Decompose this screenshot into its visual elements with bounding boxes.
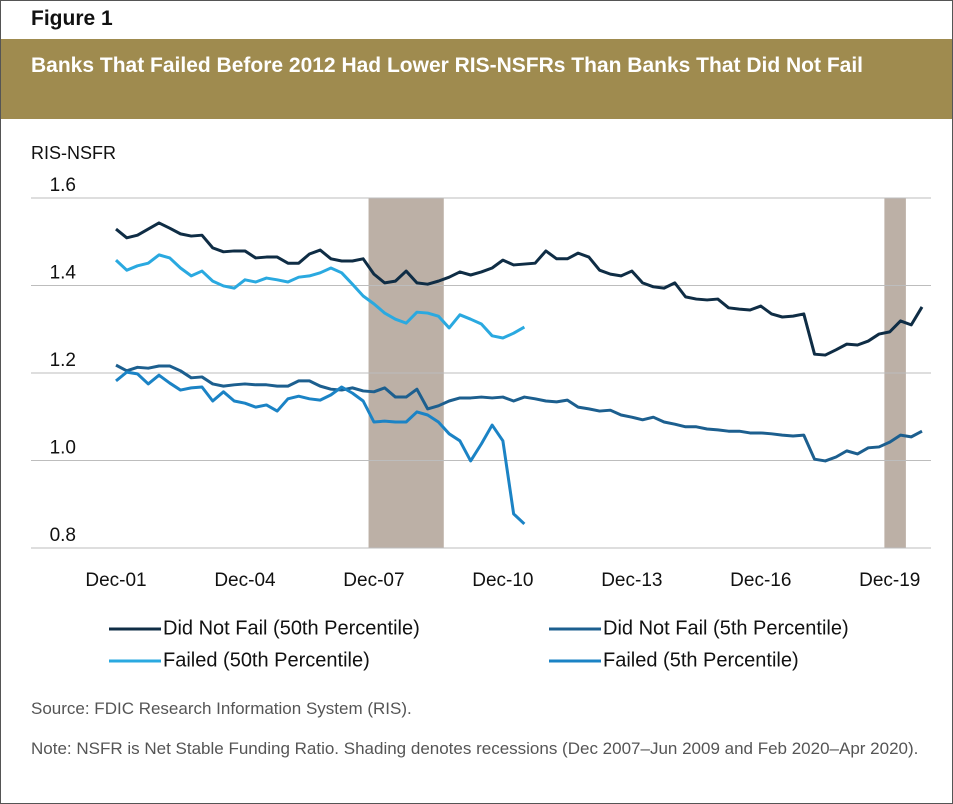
x-tick-label: Dec-19 xyxy=(859,570,920,591)
x-tick-label: Dec-04 xyxy=(214,570,276,591)
legend-label: Failed (5th Percentile) xyxy=(603,649,799,671)
legend-label: Did Not Fail (5th Percentile) xyxy=(603,617,849,639)
title-banner: Banks That Failed Before 2012 Had Lower … xyxy=(1,39,952,119)
series-line xyxy=(115,363,923,463)
chart-title: Banks That Failed Before 2012 Had Lower … xyxy=(31,54,863,77)
y-tick-label: 1.6 xyxy=(50,175,76,196)
series-line xyxy=(115,221,924,357)
series-line xyxy=(114,253,526,340)
x-tick-label: Dec-13 xyxy=(601,570,662,591)
y-tick-label: 0.8 xyxy=(50,525,76,546)
source: Source: FDIC Research Information System… xyxy=(31,699,412,718)
chart: RIS-NSFR 0.8 1.0 1.2 1.4 1.6 Dec-01 Dec-04 Dec-… xyxy=(31,143,931,671)
note: Note: NSFR is Net Stable Funding Ratio. … xyxy=(31,739,919,758)
x-tick-label: Dec-10 xyxy=(472,570,533,591)
x-tick-label: Dec-01 xyxy=(85,570,146,591)
x-tick-label: Dec-07 xyxy=(343,570,404,591)
figure-label: Figure 1 xyxy=(31,7,113,30)
x-tick-label: Dec-16 xyxy=(730,570,791,591)
legend-label: Failed (50th Percentile) xyxy=(163,649,370,671)
y-axis-label: RIS-NSFR xyxy=(31,143,116,163)
series-line xyxy=(115,370,526,526)
y-tick-label: 1.2 xyxy=(50,350,76,371)
y-tick-label: 1.0 xyxy=(50,438,76,459)
y-tick-label: 1.4 xyxy=(50,263,77,284)
legend-label: Did Not Fail (50th Percentile) xyxy=(163,617,420,639)
